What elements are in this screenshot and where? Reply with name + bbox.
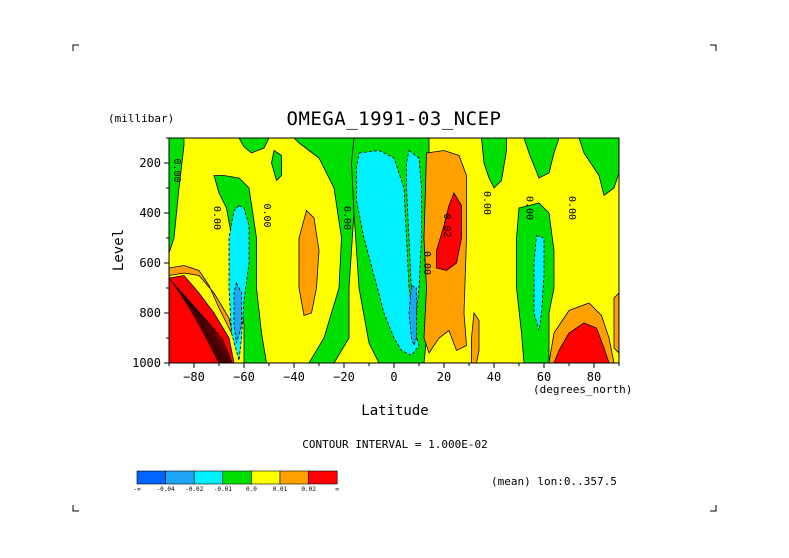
colorbar-swatch [136,470,166,485]
polar-contour-line [196,309,227,363]
units-label: (millibar) [108,112,174,125]
contour-region-17 [481,138,507,189]
y-tick-label: 1000 [132,356,161,370]
x-units-label: (degrees_north) [533,383,632,396]
contour-region-20 [533,234,545,331]
colorbar-swatch [308,470,338,485]
polar-contour-line [208,322,230,363]
contour-label: 0.00 [341,206,352,230]
contour-region-11 [356,150,420,357]
polar-contour-line [204,318,229,363]
y-tick-label: 600 [139,256,161,270]
x-tick-label: 80 [587,370,601,384]
contour-label: 0.00 [524,196,535,220]
colorbar-label: 0.01 [273,486,288,493]
contour-region-16 [471,311,480,363]
polar-contour-line [192,304,226,363]
polar-contour-line [212,327,231,363]
x-axis: −80 −60 −40 −20 0 20 40 60 80 [168,363,620,384]
colorbar-label: -0.01 [214,486,232,493]
x-tick-label: −60 [233,370,255,384]
contour-label: 0.00 [421,251,432,275]
colorbar-swatch [165,470,195,485]
contour-label: 0.02 [441,213,452,237]
polar-contour-line [176,286,222,363]
colorbar-swatch [251,470,281,485]
contour-label: 0.00 [481,191,492,215]
chart-title: OMEGA_1991-03_NCEP [287,108,502,130]
polar-contour-line [200,313,228,363]
contour-line-labels: 0.00 0.00 0.00 0.00 0.00 0.02 0.00 0.00 0.00 [171,158,577,275]
y-axis-title: Level [111,229,127,271]
colorbar-swatch [279,470,309,485]
y-axis: 200 400 600 800 1000 [132,137,169,370]
contour-region-4 [238,138,270,154]
contour-regions [169,138,619,363]
polar-contour-line [169,277,220,363]
colorbar-swatch [222,470,252,485]
polar-contour-line [184,295,224,363]
x-tick-label: 20 [437,370,451,384]
x-axis-title: Latitude [361,403,428,419]
y-tick-label: 400 [139,206,161,220]
contour-label: 0.00 [211,206,222,230]
colorbar-label: ∞ [335,486,339,493]
contour-region-15 [436,192,462,271]
x-tick-label: 40 [487,370,501,384]
contour-region-18 [523,138,619,197]
contour-label: 0.00 [261,203,272,227]
contour-label: 0.00 [566,196,577,220]
y-tick-label: 200 [139,156,161,170]
contour-interval-text: CONTOUR INTERVAL = 1.000E-02 [302,438,487,451]
colorbar-label: -0.04 [157,486,175,493]
x-tick-label: −20 [333,370,355,384]
contour-region-23 [613,292,619,354]
colorbar-label: -0.02 [185,486,203,493]
mean-longitude-text: (mean) lon:0..357.5 [491,475,617,488]
contour-region-13 [408,284,417,347]
x-tick-label: 60 [537,370,551,384]
colorbar-label: -∞ [133,486,141,493]
contour-label: 0.00 [171,158,182,182]
y-tick-label: 800 [139,306,161,320]
contour-region-6 [233,281,242,344]
contour-region-8 [271,149,282,182]
contour-region-9 [298,209,320,317]
contour-field [169,138,619,363]
x-tick-label: 0 [390,370,397,384]
contour-region-2 [169,138,185,254]
polar-contour-line [216,331,232,363]
x-tick-label: −80 [183,370,205,384]
contour-region-22 [553,322,610,363]
polar-contour-line [188,300,225,363]
polar-contour-line [172,282,221,363]
x-tick-label: −40 [283,370,305,384]
crop-marks [72,44,717,512]
polar-contour-lines [169,277,233,363]
colorbar: -∞ -0.04 -0.02 -0.01 0.0 0.01 0.02 ∞ [133,470,339,493]
polar-contour-line [180,291,223,363]
colorbar-swatch [193,470,224,485]
colorbar-label: 0.02 [301,486,316,493]
colorbar-label: 0.0 [246,486,257,493]
